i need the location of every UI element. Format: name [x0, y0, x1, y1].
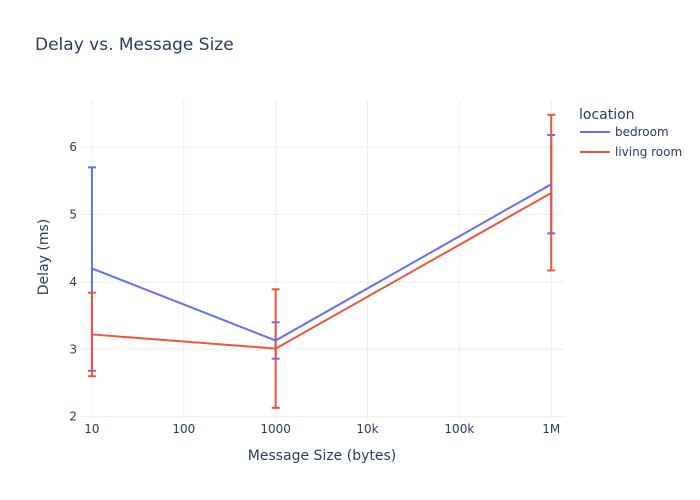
x-axis-title: Message Size (bytes): [248, 448, 397, 464]
x-tick-label: 1M: [542, 422, 560, 436]
legend-label: bedroom: [615, 125, 669, 139]
legend: location bedroom living room: [579, 107, 682, 159]
series-line-bedroom: [91, 183, 552, 342]
y-tick-label: 4: [69, 275, 77, 289]
error-bars: [87, 113, 556, 409]
x-tick-label: 10k: [356, 422, 378, 436]
y-axis-title: Delay (ms): [36, 219, 52, 295]
legend-title: location: [579, 107, 635, 123]
series-line-living-room: [91, 192, 552, 350]
y-tick-label: 5: [69, 208, 77, 222]
legend-item[interactable]: bedroom: [580, 125, 669, 139]
x-tick-label: 10: [84, 422, 99, 436]
y-tick-label: 2: [69, 410, 77, 424]
chart-title: Delay vs. Message Size: [35, 35, 234, 55]
x-tick-label: 1000: [260, 422, 291, 436]
x-tick-label: 100: [172, 422, 195, 436]
y-tick-label: 3: [69, 342, 77, 356]
y-tick-labels: 2 3 4 5 6: [69, 140, 77, 423]
y-tick-label: 6: [69, 140, 77, 154]
x-tick-labels: 10 100 1000 10k 100k 1M: [84, 422, 560, 436]
x-tick-label: 100k: [444, 422, 474, 436]
gridlines: [80, 100, 565, 420]
legend-item[interactable]: living room: [580, 145, 682, 159]
legend-label: living room: [615, 145, 682, 159]
series-lines: [91, 183, 552, 350]
